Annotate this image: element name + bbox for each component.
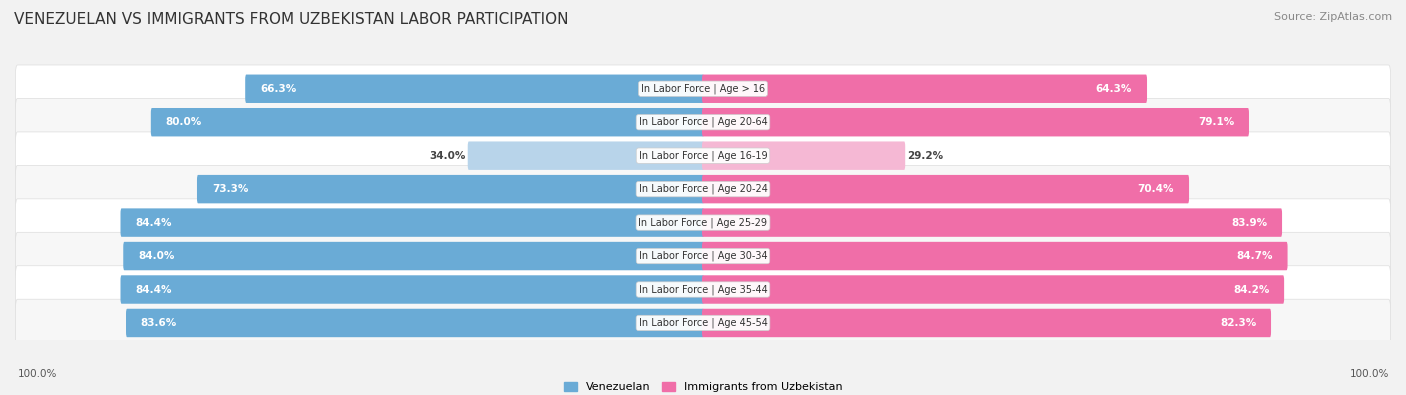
FancyBboxPatch shape — [121, 209, 704, 237]
Text: 84.0%: 84.0% — [138, 251, 174, 261]
FancyBboxPatch shape — [245, 75, 704, 103]
FancyBboxPatch shape — [197, 175, 704, 203]
Text: 84.4%: 84.4% — [135, 218, 172, 228]
Text: 79.1%: 79.1% — [1198, 117, 1234, 127]
FancyBboxPatch shape — [15, 65, 1391, 113]
Text: In Labor Force | Age > 16: In Labor Force | Age > 16 — [641, 83, 765, 94]
Text: Source: ZipAtlas.com: Source: ZipAtlas.com — [1274, 12, 1392, 22]
FancyBboxPatch shape — [702, 108, 1249, 136]
FancyBboxPatch shape — [15, 199, 1391, 246]
Text: 83.9%: 83.9% — [1232, 218, 1267, 228]
FancyBboxPatch shape — [150, 108, 704, 136]
Text: 82.3%: 82.3% — [1220, 318, 1256, 328]
Text: 84.2%: 84.2% — [1233, 284, 1270, 295]
Text: 73.3%: 73.3% — [212, 184, 249, 194]
Text: In Labor Force | Age 25-29: In Labor Force | Age 25-29 — [638, 217, 768, 228]
Text: In Labor Force | Age 20-64: In Labor Force | Age 20-64 — [638, 117, 768, 128]
FancyBboxPatch shape — [121, 275, 704, 304]
FancyBboxPatch shape — [15, 299, 1391, 347]
FancyBboxPatch shape — [702, 242, 1288, 270]
Text: In Labor Force | Age 30-34: In Labor Force | Age 30-34 — [638, 251, 768, 261]
FancyBboxPatch shape — [15, 232, 1391, 280]
Text: 84.7%: 84.7% — [1236, 251, 1272, 261]
FancyBboxPatch shape — [127, 309, 704, 337]
Text: 34.0%: 34.0% — [429, 150, 465, 161]
FancyBboxPatch shape — [15, 266, 1391, 313]
Text: In Labor Force | Age 35-44: In Labor Force | Age 35-44 — [638, 284, 768, 295]
Text: 84.4%: 84.4% — [135, 284, 172, 295]
Text: 100.0%: 100.0% — [1350, 369, 1389, 379]
FancyBboxPatch shape — [15, 132, 1391, 179]
FancyBboxPatch shape — [702, 309, 1271, 337]
FancyBboxPatch shape — [702, 275, 1284, 304]
Text: 29.2%: 29.2% — [908, 150, 943, 161]
FancyBboxPatch shape — [468, 141, 704, 170]
Text: 70.4%: 70.4% — [1137, 184, 1174, 194]
Legend: Venezuelan, Immigrants from Uzbekistan: Venezuelan, Immigrants from Uzbekistan — [560, 377, 846, 395]
FancyBboxPatch shape — [702, 175, 1189, 203]
FancyBboxPatch shape — [124, 242, 704, 270]
FancyBboxPatch shape — [15, 98, 1391, 146]
Text: In Labor Force | Age 45-54: In Labor Force | Age 45-54 — [638, 318, 768, 328]
Text: VENEZUELAN VS IMMIGRANTS FROM UZBEKISTAN LABOR PARTICIPATION: VENEZUELAN VS IMMIGRANTS FROM UZBEKISTAN… — [14, 12, 568, 27]
Text: 83.6%: 83.6% — [141, 318, 177, 328]
Text: 100.0%: 100.0% — [18, 369, 58, 379]
FancyBboxPatch shape — [702, 209, 1282, 237]
Text: 80.0%: 80.0% — [166, 117, 202, 127]
FancyBboxPatch shape — [702, 141, 905, 170]
Text: In Labor Force | Age 20-24: In Labor Force | Age 20-24 — [638, 184, 768, 194]
FancyBboxPatch shape — [15, 166, 1391, 213]
FancyBboxPatch shape — [702, 75, 1147, 103]
Text: In Labor Force | Age 16-19: In Labor Force | Age 16-19 — [638, 150, 768, 161]
Text: 66.3%: 66.3% — [260, 84, 297, 94]
Text: 64.3%: 64.3% — [1095, 84, 1132, 94]
